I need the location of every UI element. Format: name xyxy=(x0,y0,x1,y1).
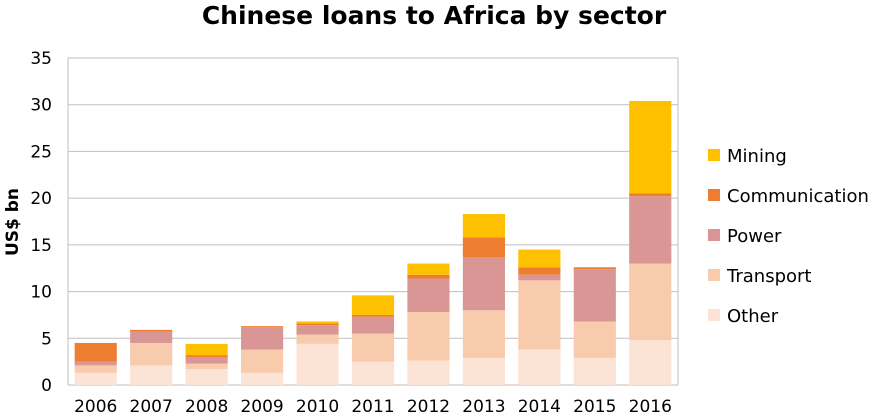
bar-mining-2008 xyxy=(185,343,228,356)
bar-other-2015 xyxy=(573,357,616,385)
x-tick-label: 2009 xyxy=(240,397,283,417)
x-tick-label: 2007 xyxy=(130,397,173,417)
y-tick-label: 0 xyxy=(41,376,52,396)
legend-label-power: Power xyxy=(727,226,782,247)
bar-power-2013 xyxy=(462,257,505,311)
bar-communication-2013 xyxy=(462,237,505,258)
chart-title: Chinese loans to Africa by sector xyxy=(202,1,667,30)
bar-communication-2009 xyxy=(241,326,284,328)
x-tick-label: 2014 xyxy=(518,397,561,417)
bar-mining-2010 xyxy=(296,321,339,324)
x-tick-label: 2011 xyxy=(351,397,394,417)
bar-transport-2014 xyxy=(518,280,561,350)
bar-power-2012 xyxy=(407,278,450,313)
bar-other-2014 xyxy=(518,349,561,385)
bar-power-2006 xyxy=(74,361,117,366)
bar-communication-2011 xyxy=(351,314,395,317)
bar-other-2006 xyxy=(74,372,117,385)
bar-other-2016 xyxy=(629,340,672,385)
y-tick-label: 35 xyxy=(30,49,52,69)
bar-communication-2016 xyxy=(629,193,672,197)
bar-transport-2013 xyxy=(462,310,505,358)
bar-mining-2011 xyxy=(351,295,395,315)
bar-communication-2015 xyxy=(573,267,616,270)
bar-other-2010 xyxy=(296,343,339,385)
x-tick-label: 2010 xyxy=(296,397,339,417)
bar-communication-2010 xyxy=(296,323,339,326)
bar-power-2015 xyxy=(573,269,616,322)
legend-label-transport: Transport xyxy=(726,266,811,287)
bar-power-2011 xyxy=(351,316,395,334)
bar-communication-2014 xyxy=(518,267,561,275)
x-tick-label: 2013 xyxy=(462,397,505,417)
bar-communication-2007 xyxy=(130,329,173,332)
bar-power-2016 xyxy=(629,196,672,264)
y-tick-label: 25 xyxy=(30,142,52,162)
bar-power-2014 xyxy=(518,274,561,281)
bar-power-2008 xyxy=(185,356,228,364)
y-tick-label: 20 xyxy=(30,189,52,209)
y-tick-label: 5 xyxy=(41,329,52,349)
x-tick-label: 2012 xyxy=(407,397,450,417)
bar-power-2007 xyxy=(130,331,173,343)
bar-transport-2011 xyxy=(351,333,395,362)
legend-swatch-transport xyxy=(708,269,720,281)
legend-swatch-communication xyxy=(708,189,720,201)
legend-label-other: Other xyxy=(727,306,779,327)
bar-communication-2006 xyxy=(74,342,117,362)
bar-other-2008 xyxy=(185,369,228,385)
bar-mining-2013 xyxy=(462,214,505,238)
bar-mining-2014 xyxy=(518,249,561,268)
x-tick-label: 2008 xyxy=(185,397,228,417)
bar-mining-2012 xyxy=(407,263,450,275)
legend-swatch-mining xyxy=(708,149,720,161)
y-axis-ticks: 0 5 10 15 20 25 30 35 xyxy=(30,49,52,396)
y-axis-label: US$ bn xyxy=(3,188,23,256)
bar-other-2012 xyxy=(407,360,450,385)
bar-transport-2016 xyxy=(629,263,672,341)
x-tick-label: 2015 xyxy=(573,397,616,417)
legend-label-mining: Mining xyxy=(727,146,787,167)
y-tick-label: 30 xyxy=(30,96,52,116)
legend-label-communication: Communication xyxy=(727,186,869,207)
bar-transport-2006 xyxy=(74,365,117,373)
legend-swatch-power xyxy=(708,229,720,241)
bar-power-2009 xyxy=(241,327,284,350)
bar-transport-2012 xyxy=(407,312,450,361)
bar-other-2011 xyxy=(351,361,395,385)
bar-transport-2010 xyxy=(296,334,339,344)
bar-power-2010 xyxy=(296,325,339,335)
bar-other-2009 xyxy=(241,372,284,385)
bars xyxy=(74,100,672,385)
x-tick-label: 2016 xyxy=(629,397,672,417)
legend: Mining Communication Power Transport Other xyxy=(708,146,869,327)
bar-communication-2008 xyxy=(185,355,228,357)
x-tick-label: 2006 xyxy=(74,397,117,417)
bar-transport-2008 xyxy=(185,363,228,370)
bar-transport-2009 xyxy=(241,349,284,373)
bar-transport-2007 xyxy=(130,342,173,366)
bar-other-2013 xyxy=(462,357,505,385)
bar-communication-2012 xyxy=(407,274,450,279)
legend-swatch-other xyxy=(708,309,720,321)
y-tick-label: 15 xyxy=(30,236,52,256)
bar-mining-2016 xyxy=(629,100,672,194)
bar-other-2007 xyxy=(130,365,173,385)
y-tick-label: 10 xyxy=(30,283,52,303)
x-axis-ticks: 2006 2007 2008 2009 2010 2011 2012 2013 2014 2015… xyxy=(74,397,672,417)
bar-transport-2015 xyxy=(573,321,616,358)
